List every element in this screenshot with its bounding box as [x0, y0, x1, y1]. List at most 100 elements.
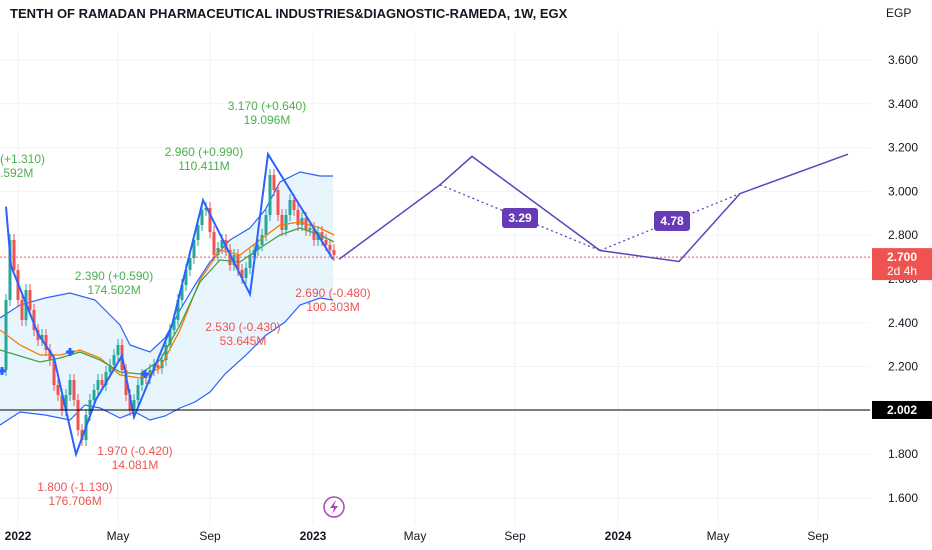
candle-body — [272, 175, 276, 190]
candle-body — [164, 345, 168, 360]
candle-body — [236, 255, 240, 270]
zigzag-line — [5, 151, 334, 458]
candle-body — [256, 245, 260, 250]
annotation-volume: .592M — [0, 166, 33, 180]
candle-body — [8, 240, 12, 300]
annotation-volume: 176.706M — [48, 494, 101, 508]
candle-body — [140, 375, 144, 385]
level-price-value: 2.002 — [887, 403, 917, 417]
y-axis: 1.6001.8002.0002.2002.4002.6002.8003.000… — [872, 53, 932, 505]
candle-body — [76, 400, 80, 430]
candle-body — [104, 372, 108, 385]
ratio-badge — [502, 208, 538, 228]
candle-body — [200, 210, 204, 225]
candle-body — [240, 270, 244, 278]
candle-body — [192, 240, 196, 258]
candle-body — [28, 290, 32, 310]
candle-body — [264, 215, 268, 235]
candle-body — [136, 385, 140, 400]
events-icon[interactable] — [323, 496, 345, 518]
current-price-tag — [872, 248, 932, 281]
candle-body — [92, 390, 96, 400]
candle-body — [12, 240, 16, 270]
candle-body — [132, 400, 136, 410]
annotation-price: (+1.310) — [0, 152, 45, 166]
candle-body — [292, 200, 296, 210]
candle-body — [328, 245, 332, 250]
x-tick-label: Sep — [504, 529, 526, 543]
candle-body — [172, 320, 176, 330]
candle-body — [280, 215, 284, 230]
annotation-price: 2.530 (-0.430) — [205, 320, 280, 334]
level-price-tag — [872, 400, 932, 419]
candle-body — [196, 225, 200, 240]
candle-body — [288, 200, 292, 215]
annotation-volume: 53.645M — [220, 334, 267, 348]
candle-body — [284, 215, 288, 230]
candle-body — [148, 370, 152, 378]
candle-body — [112, 355, 116, 365]
annotation-volume: 14.081M — [112, 458, 159, 472]
candle-body — [216, 248, 220, 255]
candle-body — [332, 250, 336, 255]
candle-body — [52, 360, 56, 385]
x-tick-label: May — [107, 529, 130, 543]
y-tick-label: 3.200 — [888, 141, 918, 155]
annotation-price: 2.960 (+0.990) — [165, 145, 243, 159]
candle-body — [72, 380, 76, 400]
candle-body — [68, 380, 72, 395]
x-tick-label: Sep — [807, 529, 829, 543]
candle-body — [60, 395, 64, 410]
candle-body — [276, 190, 280, 215]
x-tick-label: 2024 — [605, 529, 632, 543]
x-tick-label: 2022 — [5, 529, 32, 543]
current-price-value: 2.700 — [887, 250, 917, 264]
bollinger-band — [0, 171, 334, 426]
annotations: (+1.310).592M 2.960 (+0.990)110.411M 3.170… — [0, 99, 371, 508]
candle-body — [56, 385, 60, 395]
annotation-volume: 100.303M — [306, 300, 359, 314]
projection-pattern: 3.29 4.78 — [338, 153, 849, 263]
annotation-price: 2.690 (-0.480) — [295, 286, 370, 300]
candle-body — [268, 175, 272, 215]
candle-body — [128, 395, 132, 410]
pivot-marker — [66, 348, 74, 356]
candle-body — [96, 380, 100, 390]
candle-body — [208, 208, 212, 232]
ratio-badge-label: 4.78 — [660, 214, 684, 228]
annotation-volume: 174.502M — [87, 283, 140, 297]
candle-body — [260, 235, 264, 245]
grid — [0, 30, 870, 525]
band-fill — [0, 172, 333, 425]
band-lower — [0, 297, 334, 426]
candle-body — [204, 208, 208, 210]
candle-body — [188, 258, 192, 270]
y-tick-label: 1.800 — [888, 447, 918, 461]
candle-body — [184, 270, 188, 285]
annotation-volume: 110.411M — [178, 159, 230, 173]
candle-body — [20, 300, 24, 320]
candle-body — [64, 395, 68, 410]
candle-body — [232, 255, 236, 265]
pivot-marker — [141, 370, 149, 378]
ma-orange — [0, 221, 335, 379]
candle-body — [124, 370, 128, 395]
candle-body — [40, 335, 44, 340]
zigzag-pattern — [0, 151, 870, 458]
candle-body — [168, 330, 172, 345]
candle-body — [296, 210, 300, 225]
candle-body — [116, 345, 120, 355]
annotation-price: 1.800 (-1.130) — [37, 480, 112, 494]
y-tick-label: 3.600 — [888, 53, 918, 67]
y-tick-label: 2.400 — [888, 316, 918, 330]
x-tick-label: May — [707, 529, 730, 543]
ma-green — [0, 227, 335, 375]
candle-body — [100, 380, 104, 385]
candle-body — [180, 285, 184, 300]
x-axis: 2022 May Sep 2023 May Sep 2024 May Sep — [5, 529, 829, 543]
annotation-price: 1.970 (-0.420) — [97, 444, 172, 458]
moving-averages — [0, 221, 335, 379]
candle-body — [244, 268, 248, 278]
candle-body — [220, 240, 224, 248]
